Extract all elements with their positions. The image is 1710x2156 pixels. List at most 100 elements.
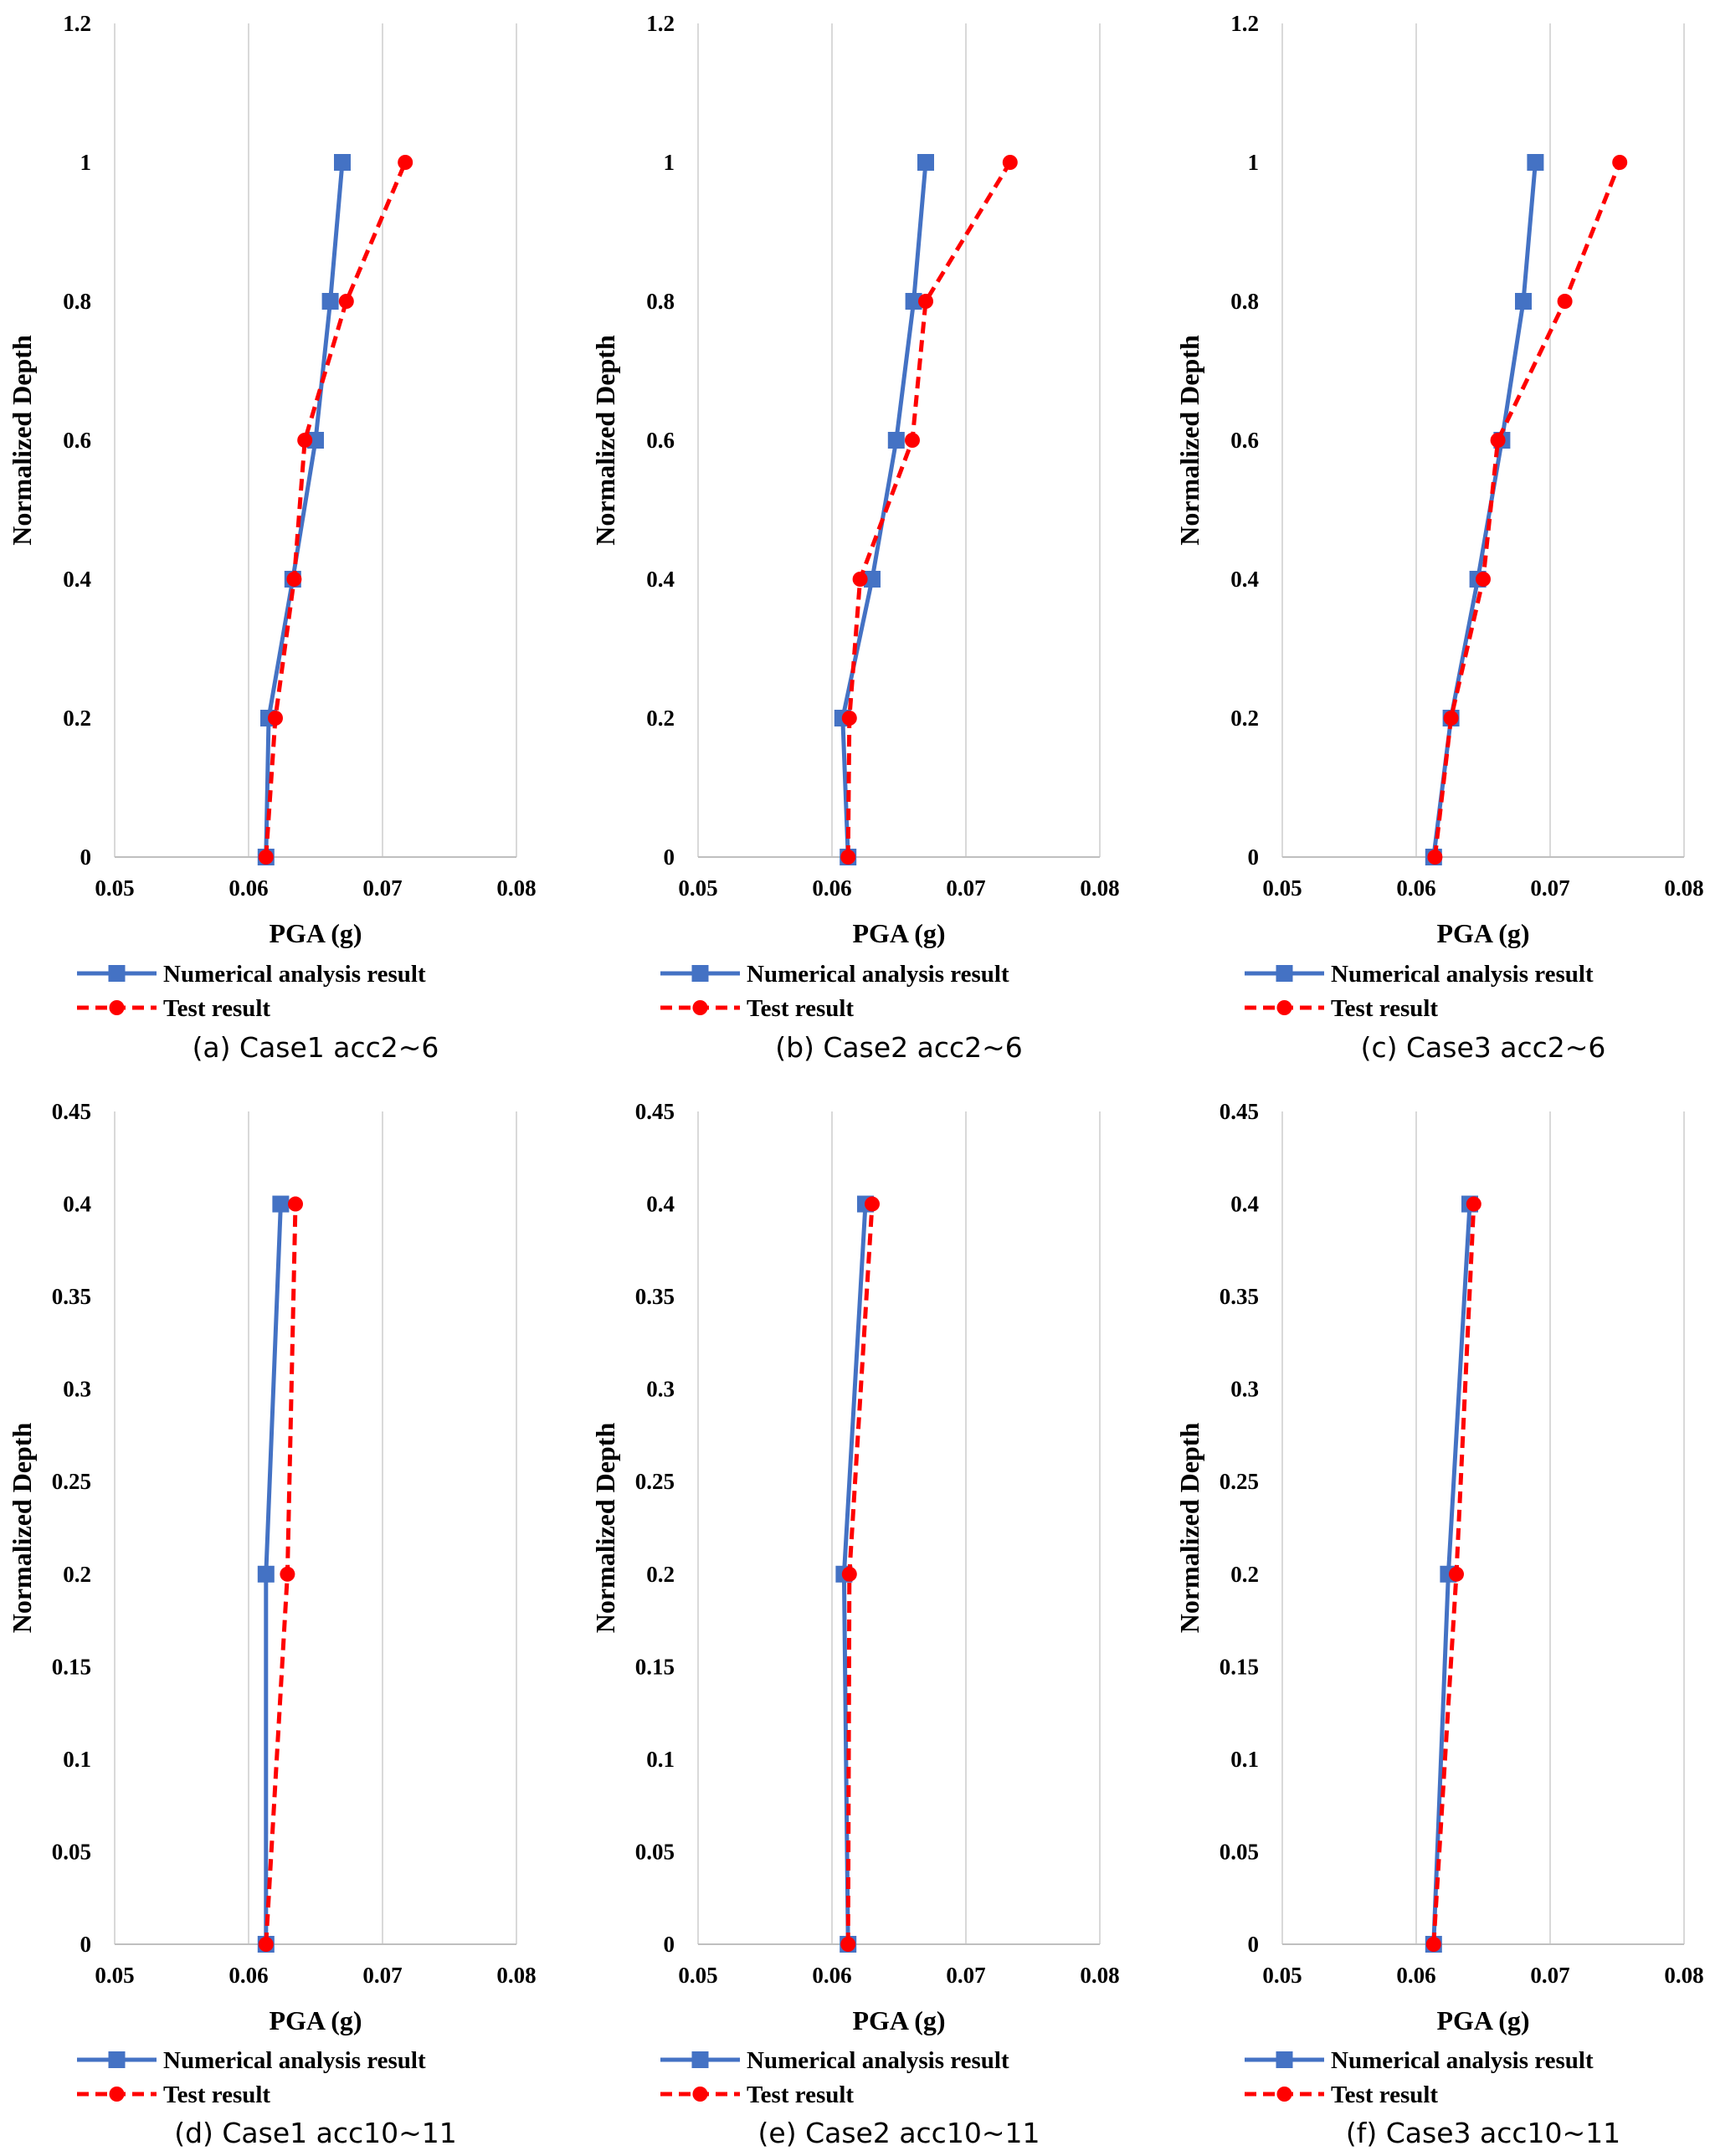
y-tick-label: 0.2 [1230,706,1259,731]
test-result-point [268,711,283,726]
test-result-point [1002,155,1018,170]
chart-panel-e: 0.05 0.06 0.07 0.0800.050.10.150.20.250.30.… [590,1099,1120,2149]
y-tick-label: 0.4 [1230,567,1259,592]
y-tick-label: 0.4 [646,1192,675,1217]
panel-caption: (d) Case1 acc10~11 [174,2117,457,2149]
panel-caption: (e) Case2 acc10~11 [758,2117,1040,2149]
test-result-point [258,1937,274,1952]
x-tick-label: 0.05 [1262,1963,1302,1988]
legend-label: Numerical analysis result [1331,961,1594,988]
y-tick-label: 0.35 [52,1284,91,1309]
test-result-point [280,1566,295,1582]
y-tick-label: 0.2 [1230,1562,1259,1587]
y-tick-label: 0 [80,844,92,870]
y-tick-label: 0.4 [1230,1192,1259,1217]
x-tick-label: 0.08 [496,1963,536,1988]
legend-label: Numerical analysis result [163,2047,426,2074]
y-tick-label: 0.05 [635,1839,675,1864]
x-tick-label: 0.08 [1080,875,1119,901]
y-tick-label: 0.1 [646,1747,675,1772]
panel-caption: (b) Case2 acc2~6 [775,1031,1023,1064]
y-tick-label: 1.2 [646,11,675,36]
legend-label: Test result [163,2082,270,2108]
y-tick-label: 0.05 [1220,1839,1259,1864]
y-tick-label: 0 [664,844,675,870]
y-tick-label: 0.45 [1220,1099,1259,1124]
test-result-point [840,1937,856,1952]
legend-circle-marker [1276,2087,1292,2102]
test-result-point [338,294,354,309]
test-result-point [297,433,313,448]
y-tick-label: 0.45 [635,1099,675,1124]
chart-panel-a: 0.05 0.06 0.07 0.08 0 0.2 0.4 0.6 0.8 1 1.2 PGA (g)… [7,11,537,1064]
test-result-point [286,572,302,587]
y-tick-label: 0.25 [52,1469,91,1494]
legend-test-result: Test result [1245,995,1438,1022]
y-tick-label: 1 [664,150,675,175]
numerical-analysis-point [272,1195,290,1213]
legend-circle-marker [692,1000,708,1015]
legend-circle-marker [109,2087,125,2102]
x-axis-title: PGA (g) [1436,918,1529,948]
y-tick-label: 0 [1248,1932,1260,1957]
test-result-point [1443,711,1459,726]
y-axis-title: Normalized Depth [590,335,620,546]
y-tick-label: 0.2 [646,1562,675,1587]
y-tick-label: 0.4 [63,567,91,592]
legend-numerical-analysis: Numerical analysis result [77,961,426,988]
y-tick-label: 0.45 [52,1099,91,1124]
test-result-point [1612,155,1628,170]
test-result-point [918,294,933,309]
test-result-point [1449,1566,1464,1582]
x-tick-label: 0.05 [678,875,717,901]
numerical-analysis-point [257,1565,275,1583]
legend-test-result: Test result [77,2082,270,2108]
legend-label: Test result [747,995,854,1022]
numerical-analysis-point [917,154,934,171]
numerical-analysis-point [887,432,905,449]
numerical-analysis-point [1515,293,1532,310]
y-tick-label: 0.15 [52,1654,91,1679]
y-axis-title: Normalized Depth [590,1423,620,1634]
legend-label: Numerical analysis result [163,961,426,988]
y-tick-label: 0.2 [63,706,91,731]
panel-caption: (c) Case3 acc2~6 [1361,1031,1606,1064]
legend-numerical-analysis: Numerical analysis result [1245,2047,1594,2074]
test-result-point [398,155,413,170]
x-tick-label: 0.05 [95,1963,134,1988]
y-tick-label: 0.3 [646,1377,675,1402]
y-tick-label: 0.1 [1230,1747,1259,1772]
x-tick-label: 0.08 [1080,1963,1119,1988]
x-tick-label: 0.06 [812,875,851,901]
y-tick-label: 0.15 [635,1654,675,1679]
legend-square-marker [1276,965,1293,982]
legend-numerical-analysis: Numerical analysis result [660,2047,1009,2074]
x-tick-label: 0.06 [1396,1963,1435,1988]
panel-caption: (a) Case1 acc2~6 [193,1031,439,1064]
y-axis-title: Normalized Depth [1174,335,1204,546]
y-tick-label: 0.05 [52,1839,91,1864]
test-result-point [841,711,857,726]
x-axis-title: PGA (g) [269,918,362,948]
test-result-point [1490,433,1506,448]
y-axis-title: Normalized Depth [1174,1423,1204,1634]
test-result-point [258,850,274,865]
numerical-analysis-point [321,293,339,310]
y-tick-label: 0.8 [63,289,91,314]
x-tick-label: 0.07 [362,875,402,901]
y-tick-label: 1 [1248,150,1260,175]
legend-label: Test result [1331,995,1438,1022]
legend-label: Numerical analysis result [1331,2047,1594,2074]
x-tick-label: 0.07 [946,875,985,901]
test-result-line [1432,162,1622,858]
y-tick-label: 0.4 [646,567,675,592]
x-axis-title: PGA (g) [1436,2005,1529,2035]
numerical-analysis-point [307,432,324,449]
x-axis-title: PGA (g) [269,2005,362,2035]
test-result-point [1427,850,1443,865]
legend-numerical-analysis: Numerical analysis result [77,2047,426,2074]
y-tick-label: 0.4 [63,1192,91,1217]
x-tick-label: 0.08 [1664,1963,1703,1988]
legend-label: Test result [163,995,270,1022]
